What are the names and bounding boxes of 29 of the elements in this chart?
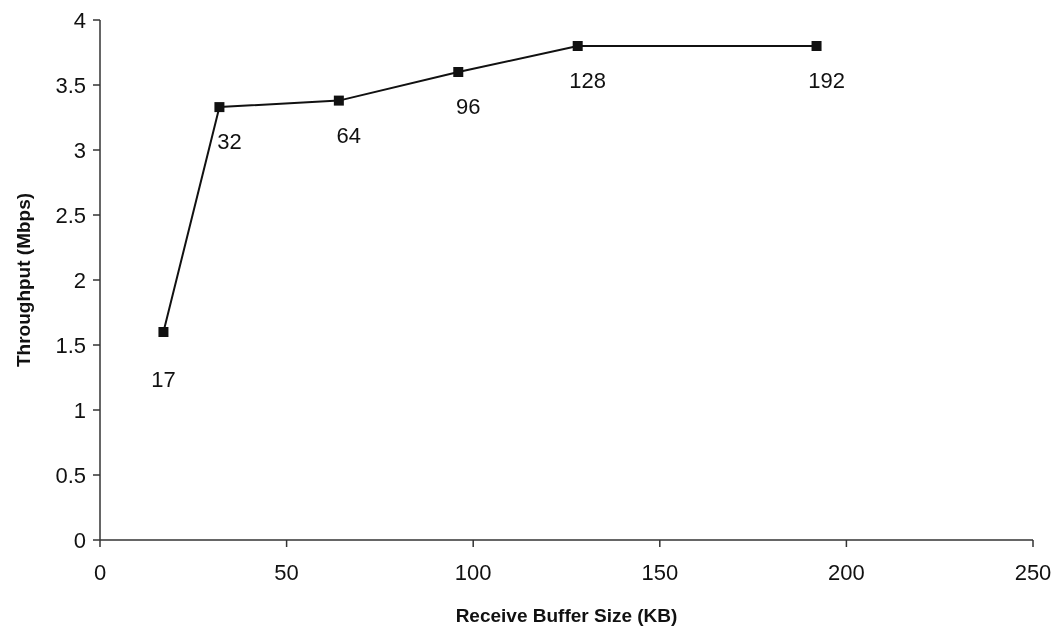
x-tick-label: 250 [1014, 560, 1052, 585]
x-tick-label: 200 [828, 560, 865, 585]
y-tick-label: 3 [73, 137, 86, 163]
y-axis-title: Throughput (Mbps) [13, 192, 34, 368]
annotation: 64 [336, 122, 362, 148]
annotation: 128 [569, 68, 607, 93]
annotation: 17 [151, 367, 176, 392]
y-tick-label: 0 [73, 527, 86, 553]
y-tick-label: 3.5 [55, 72, 86, 98]
x-tick-label: 0 [93, 560, 107, 585]
y-tick-label: 2 [73, 267, 86, 293]
point [453, 67, 464, 77]
point [158, 327, 169, 337]
annotation: 96 [456, 94, 481, 119]
x-tick-label: 50 [274, 560, 299, 585]
y-tick-label: 0.5 [55, 462, 86, 488]
y-tick-label: 1.5 [55, 332, 86, 358]
point [811, 41, 822, 51]
x-tick-label: 100 [454, 560, 492, 585]
annotation: 32 [217, 129, 242, 155]
point [572, 41, 583, 51]
point [214, 102, 225, 113]
point [333, 95, 344, 106]
y-tick-label: 4 [73, 7, 86, 33]
y-tick-label: 2.5 [55, 202, 86, 228]
y-tick-label: 1 [73, 397, 86, 423]
x-axis-title: Receive Buffer Size (KB) [455, 605, 678, 626]
annotation: 192 [808, 68, 845, 93]
x-tick-label: 150 [641, 560, 679, 585]
